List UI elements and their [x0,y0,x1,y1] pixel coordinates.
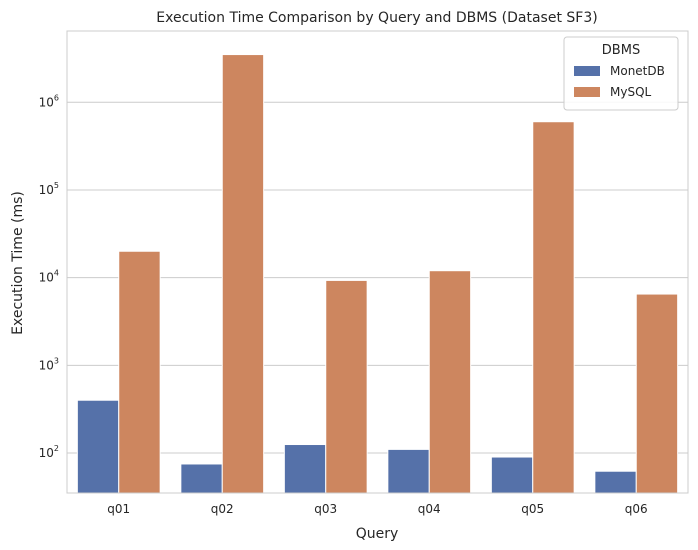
bar-mysql-q02 [221,54,265,494]
bar-monetdb-q05 [490,456,534,494]
legend-title: DBMS [602,43,640,58]
bars [76,54,679,494]
chart-title: Execution Time Comparison by Query and D… [156,10,597,26]
bar-mysql-q01 [118,250,161,494]
y-axis-label: Execution Time (ms) [10,191,26,335]
y-tick-label: 106 [39,93,59,109]
bar-monetdb-q03 [283,444,327,494]
y-tick-label: 102 [39,444,59,460]
legend-label-monetdb: MonetDB [610,64,665,78]
bar-mysql-q04 [428,270,472,494]
x-tick-label: q05 [521,502,544,516]
bar-mysql-q06 [635,293,679,494]
bar-mysql-q05 [532,121,575,494]
bar-monetdb-q04 [387,448,430,494]
x-tick-label: q01 [107,502,130,516]
bar-monetdb-q02 [180,463,223,494]
legend: DBMS MonetDB MySQL [563,36,679,111]
x-tick-label: q02 [211,502,234,516]
bar-monetdb-q06 [594,470,637,494]
legend-swatch-monetdb [574,66,600,76]
legend-label-mysql: MySQL [610,85,652,99]
x-tick-label: q04 [418,502,441,516]
x-tick-label: q03 [314,502,337,516]
grid-lines [67,101,688,454]
plot-frame [66,30,689,494]
y-tick-label: 103 [39,356,59,372]
y-tick-label: 104 [39,269,59,285]
legend-items: MonetDB MySQL [574,64,665,99]
bar-monetdb-q01 [76,399,120,494]
y-tick-labels: 102 103 104 105 106 [39,93,59,460]
y-tick-label: 105 [39,181,59,197]
legend-swatch-mysql [574,87,600,97]
x-axis-label: Query [356,526,399,542]
x-tick-label: q06 [625,502,648,516]
x-tick-labels: q01 q02 q03 q04 q05 q06 [107,502,647,516]
bar-mysql-q03 [325,279,368,494]
